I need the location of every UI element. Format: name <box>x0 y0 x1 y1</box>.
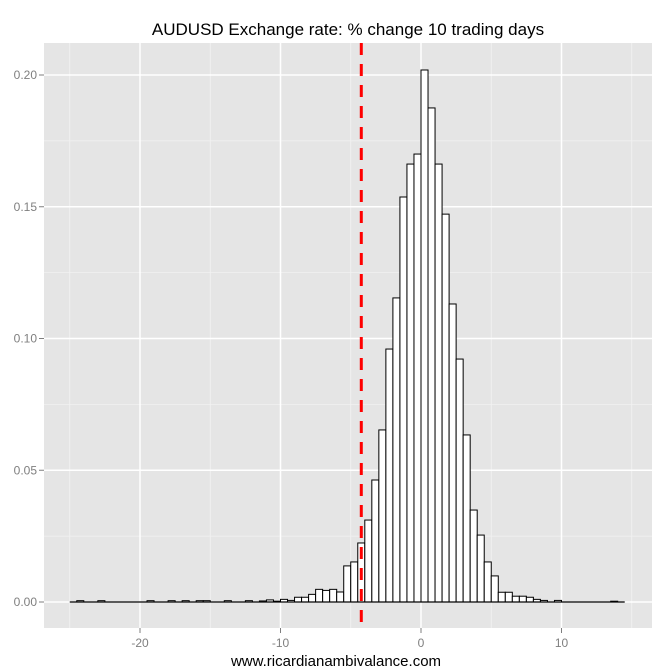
histogram-bar <box>406 163 415 603</box>
histogram-bar <box>371 479 380 603</box>
histogram-bar <box>378 429 387 603</box>
histogram-bar <box>525 596 534 603</box>
histogram-bar <box>329 588 338 603</box>
histogram-bar <box>322 589 331 603</box>
x-axis: -20 -10 0 10 <box>131 628 568 650</box>
y-tick-label: 0.00 <box>14 595 38 609</box>
histogram-bar <box>350 561 359 603</box>
histogram-bar <box>413 153 422 603</box>
histogram-bar <box>385 348 394 603</box>
x-tick-label: -10 <box>272 636 290 650</box>
histogram-bars <box>69 69 625 603</box>
histogram-bar <box>392 297 401 603</box>
minor-gridlines <box>44 43 652 628</box>
chart-title: AUDUSD Exchange rate: % change 10 tradin… <box>151 20 545 39</box>
histogram-bar <box>469 509 478 603</box>
histogram-bar <box>518 595 527 603</box>
histogram-bar <box>497 591 506 603</box>
histogram-bar <box>308 593 317 603</box>
histogram-bar <box>455 358 464 603</box>
histogram-bar <box>399 196 408 603</box>
histogram-bar <box>420 69 429 603</box>
histogram-bar <box>294 596 303 603</box>
histogram-bar <box>483 561 492 603</box>
histogram-bar <box>504 591 513 603</box>
y-tick-label: 0.15 <box>14 200 38 214</box>
histogram-bar <box>462 434 471 603</box>
y-axis: 0.00 0.05 0.10 0.15 0.20 <box>14 68 44 609</box>
histogram-bar <box>441 213 450 603</box>
histogram-bar <box>336 591 345 603</box>
x-tick-label: -20 <box>131 636 149 650</box>
y-tick-label: 0.05 <box>14 463 38 477</box>
x-tick-label: 10 <box>555 636 569 650</box>
histogram-bar <box>434 163 443 603</box>
histogram-bar <box>448 303 457 603</box>
histogram-bar <box>476 534 485 603</box>
x-tick-label: 0 <box>418 636 425 650</box>
histogram-bar <box>315 588 324 603</box>
histogram-bar <box>343 565 352 603</box>
histogram-bar <box>490 575 499 603</box>
y-tick-label: 0.10 <box>14 332 38 346</box>
x-axis-label: www.ricardianambivalance.com <box>230 653 442 670</box>
histogram-bar <box>427 107 436 603</box>
histogram-bar <box>511 595 520 603</box>
histogram-bar <box>301 596 310 603</box>
histogram-bar <box>364 519 373 603</box>
y-tick-label: 0.20 <box>14 68 38 82</box>
